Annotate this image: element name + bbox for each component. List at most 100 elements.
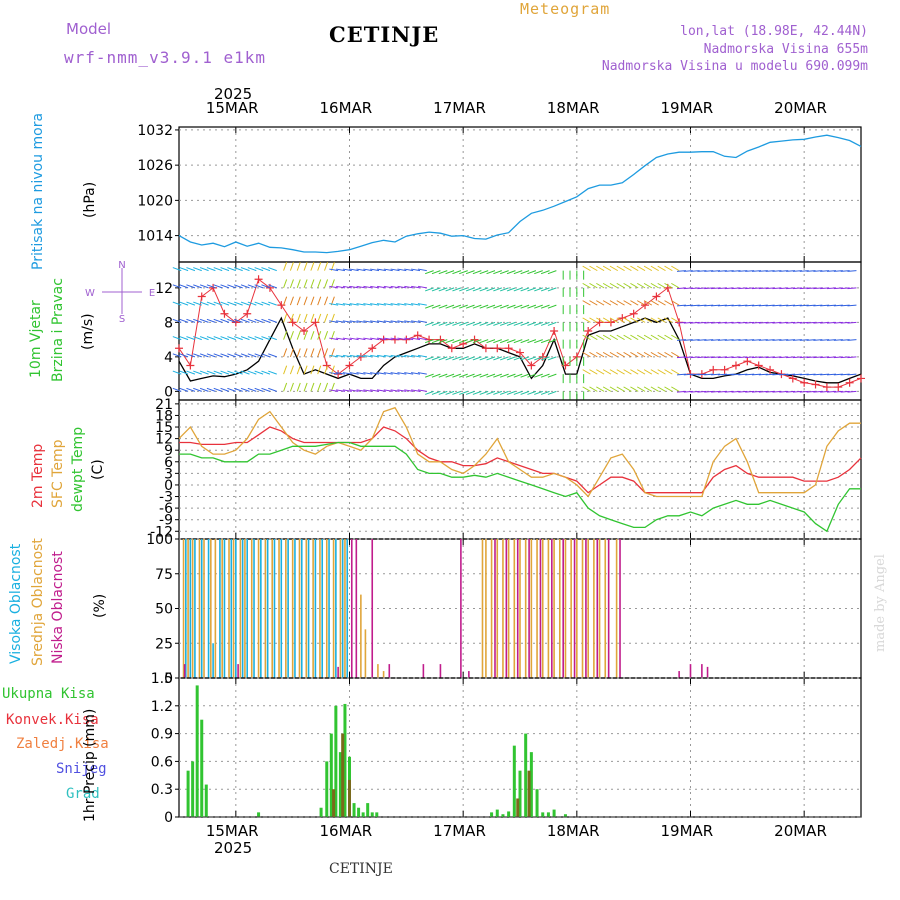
wind-arrow (513, 373, 523, 378)
wind-arrow (540, 339, 550, 344)
wind-arrow (582, 369, 591, 375)
wind-arrow (172, 387, 182, 392)
wind-arrow (199, 336, 209, 341)
wind-arrow (247, 336, 257, 341)
wind-arrow (630, 351, 639, 358)
wind-arrow (704, 390, 714, 393)
wind-arrow (717, 390, 727, 393)
wind-arrow (609, 282, 619, 289)
wind-arrow (602, 351, 612, 358)
wind-arrow (493, 356, 502, 361)
y-tick-label: -12 (150, 524, 173, 540)
wind-arrow (438, 287, 448, 292)
model-altitude-label: Nadmorska Visina u modelu 690.099m (601, 59, 868, 74)
gust-marker (800, 378, 809, 387)
wind-arrow (479, 390, 489, 395)
wind-arrow (751, 270, 762, 272)
wind-arrow (786, 373, 796, 376)
precip-bar (191, 761, 195, 817)
wind-arrow (317, 296, 322, 306)
wind-arrow (711, 287, 721, 290)
wind-arrow (356, 372, 366, 375)
date-label-top-2: 17MAR (433, 99, 486, 117)
wind-arrow (690, 339, 700, 341)
wind-arrow (772, 339, 782, 341)
y-tick-label: 0 (164, 478, 173, 494)
wind-arrow (500, 356, 509, 361)
precip-bar (546, 812, 550, 817)
wind-arrow (596, 369, 605, 375)
wind-arrow (261, 301, 271, 306)
wind-arrow (616, 351, 625, 358)
wind-arrow (779, 339, 789, 341)
wind-arrow (636, 265, 646, 272)
wind-arrow (840, 287, 850, 290)
wind-arrow (452, 339, 462, 344)
wind-arrow (500, 321, 509, 326)
wind-arrow (671, 282, 680, 289)
wind-arrow (772, 270, 782, 272)
wind-arrow (806, 287, 816, 290)
wind-arrow (363, 389, 373, 392)
wind-arrow (424, 287, 434, 292)
wind-arrow (247, 318, 257, 323)
precip-bar (375, 812, 379, 817)
wind-arrow (765, 304, 775, 307)
wind-arrow (383, 337, 393, 341)
wind-arrow (847, 390, 857, 393)
wind-arrow (657, 369, 666, 375)
wind-arrow (213, 284, 223, 289)
wind-arrow (697, 270, 707, 272)
wind-arrow (738, 356, 748, 359)
meteogram-label: Meteogram (520, 0, 611, 18)
wind-arrow (609, 334, 619, 341)
wind-arrow (404, 320, 414, 323)
precip-bar (204, 784, 208, 817)
wind-arrow (765, 373, 775, 376)
wind-arrow (324, 330, 329, 340)
wind-arrow (704, 270, 714, 272)
wind-arrow (704, 339, 714, 341)
wind-arrow (438, 304, 448, 309)
date-label-bottom-4: 19MAR (660, 822, 714, 840)
wind-arrow (690, 270, 700, 272)
wind-arrow (527, 287, 537, 292)
wind-arrow (342, 389, 352, 392)
gust-marker (186, 361, 195, 370)
wind-arrow (500, 304, 509, 309)
wind-arrow (317, 279, 322, 289)
wind-arrow (349, 303, 359, 306)
wind-arrow (234, 267, 243, 272)
wind-arrow (179, 336, 189, 341)
year-label-top: 2025 (214, 85, 253, 103)
wind-arrow (172, 370, 182, 375)
wind-arrow (289, 313, 294, 323)
wind-arrow (616, 386, 625, 392)
precip-bar (195, 685, 199, 817)
wind-arrow (697, 287, 707, 290)
wind-arrow (390, 354, 400, 358)
wind-arrow (738, 390, 748, 393)
wind-arrow (589, 300, 598, 306)
series-line (179, 441, 861, 533)
wind-arrow (186, 284, 196, 289)
wind-arrow (779, 321, 789, 324)
wind-arrow (431, 373, 441, 378)
wind-arrow (199, 370, 209, 375)
wind-arrow (833, 356, 843, 359)
wind-arrow (657, 265, 666, 272)
wind-arrow (452, 356, 462, 361)
wind-arrow (179, 353, 189, 358)
wind-arrow (213, 336, 223, 341)
wind-arrow (397, 354, 407, 358)
wind-arrow (465, 339, 475, 344)
wind-arrow (254, 387, 264, 392)
wind-arrow (650, 317, 659, 323)
wind-arrow (227, 267, 237, 272)
wind-arrow (616, 265, 625, 272)
wind-arrow (310, 348, 315, 358)
wind-arrow (317, 365, 322, 375)
wind-arrow (547, 390, 557, 395)
wind-arrow (826, 287, 837, 290)
